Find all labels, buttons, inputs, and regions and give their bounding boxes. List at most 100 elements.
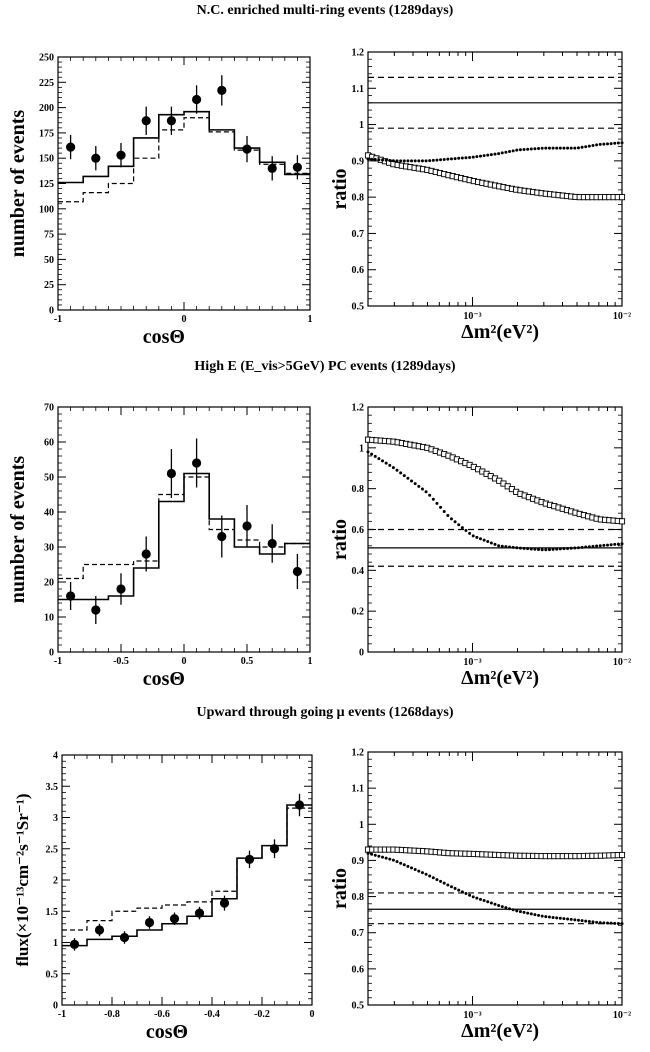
y-tick-label: 1 [359, 820, 364, 831]
dot-marker [449, 885, 453, 889]
x-tick-label: 0.5 [241, 656, 254, 667]
dot-marker [435, 158, 439, 162]
dot-marker [482, 154, 486, 158]
x-axis-label: Δm²(eV²) [461, 667, 539, 689]
dot-marker [558, 547, 562, 551]
dot-marker [486, 153, 490, 157]
dot-marker [464, 892, 468, 896]
dot-marker [377, 158, 381, 162]
dot-marker [446, 514, 450, 518]
y-tick-label: 250 [39, 53, 54, 64]
data-point [94, 925, 105, 935]
y-tick-label: 100 [39, 204, 54, 215]
dot-marker [388, 857, 392, 861]
y-tick-label: 1.1 [352, 784, 365, 795]
x-tick-label: 0 [182, 314, 187, 325]
dot-marker [602, 921, 606, 925]
dot-marker [417, 159, 421, 163]
y-tick-label: 0.5 [352, 302, 365, 313]
data-point [269, 844, 280, 854]
dot-marker [605, 921, 609, 925]
data-point [217, 85, 227, 95]
dot-marker [366, 157, 370, 161]
dot-marker [410, 866, 414, 870]
dot-marker [449, 157, 453, 161]
dot-marker [526, 547, 530, 551]
dot-marker [566, 546, 570, 550]
data-point [116, 150, 126, 160]
dot-marker [504, 150, 508, 154]
dot-marker [529, 547, 533, 551]
dot-marker [591, 920, 595, 924]
dot-marker [544, 146, 548, 150]
data-point [169, 914, 180, 924]
x-tick-label: 1 [308, 314, 313, 325]
dot-marker [399, 159, 403, 163]
y-tick-label: 0.6 [352, 525, 365, 536]
y-tick-label: 60 [44, 438, 54, 449]
dot-marker [508, 150, 512, 154]
dot-marker [489, 901, 493, 905]
dot-marker [489, 541, 493, 545]
dot-marker [468, 155, 472, 159]
dot-marker [540, 914, 544, 918]
dot-marker [399, 861, 403, 865]
dot-marker [420, 487, 424, 491]
ratio-panel-3: 0.5 0.6 0.7 0.8 0.9 1 1.1 1.2 10⁻³ 10⁻² ratio Δm²(e… [329, 748, 631, 1043]
y-tick-label: 150 [39, 154, 54, 165]
open-square-marker [618, 518, 626, 525]
dot-marker [551, 146, 555, 150]
x-tick-label: -0.2 [254, 1009, 270, 1020]
y-tick-label: 1.5 [46, 907, 59, 918]
dot-marker [399, 471, 403, 475]
dot-marker [468, 531, 472, 535]
y-tick-label: 0.6 [352, 265, 365, 276]
data-point [192, 94, 202, 105]
dot-marker [580, 919, 584, 923]
dot-marker [384, 158, 388, 162]
dot-marker [616, 141, 620, 145]
data-point [66, 591, 76, 601]
data-point [267, 163, 277, 173]
dot-marker [591, 144, 595, 148]
dot-marker [620, 922, 624, 926]
y-tick-label: 200 [39, 103, 54, 114]
y-tick-label: 1.2 [352, 403, 365, 414]
y-tick-label: 0.2 [352, 607, 365, 618]
dot-marker [489, 153, 493, 157]
y-tick-label: 1 [359, 120, 364, 131]
zenith-panel-3: 0 0.5 1 1.5 2 2.5 3 3.5 4 -1 -0.8 -0.6 -0.4 -0.2 0 flux… [13, 751, 315, 1044]
dot-marker [453, 886, 457, 890]
data-point [144, 917, 155, 928]
dot-marker [424, 872, 428, 876]
dot-marker [576, 918, 580, 922]
dot-marker [388, 463, 392, 467]
dot-marker [493, 542, 497, 546]
dot-marker [584, 919, 588, 923]
data-point [69, 939, 80, 949]
dot-marker [402, 159, 406, 163]
dot-marker [478, 897, 482, 901]
x-axis-label: Δm²(eV²) [461, 1020, 539, 1042]
dot-marker [439, 505, 443, 509]
dot-marker [420, 159, 424, 163]
dot-marker [609, 142, 613, 146]
dot-marker [370, 157, 374, 161]
dot-marker [377, 854, 381, 858]
dot-marker [428, 159, 432, 163]
dot-marker [537, 147, 541, 151]
dot-marker [587, 919, 591, 923]
data-point [267, 538, 277, 549]
dot-marker [417, 869, 421, 873]
dot-marker [442, 157, 446, 161]
data-point [116, 584, 126, 594]
x-tick-label: -0.8 [104, 1009, 120, 1020]
data-point [192, 458, 202, 468]
data-point [166, 116, 176, 126]
dot-marker [384, 856, 388, 860]
solid-histogram [58, 472, 310, 601]
x-tick-label: 10⁻² [613, 1010, 631, 1021]
dot-marker [616, 922, 620, 926]
